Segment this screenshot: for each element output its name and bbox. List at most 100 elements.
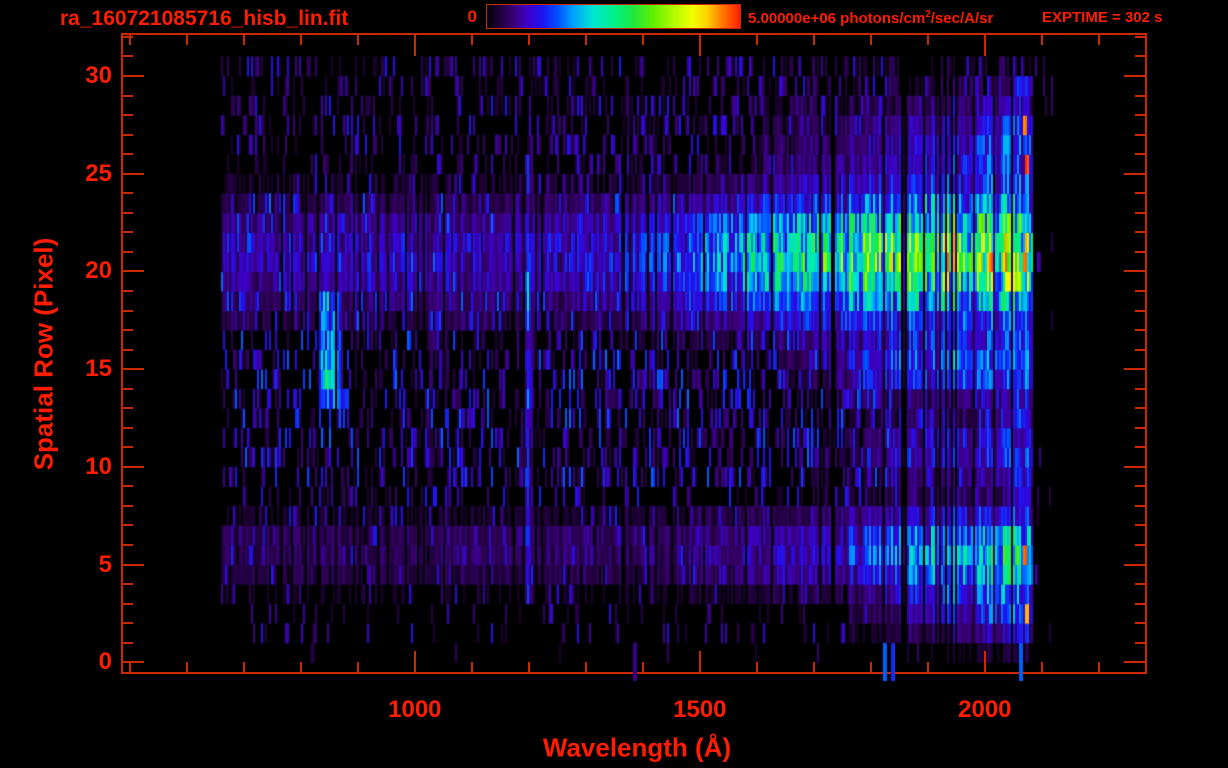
axis-tick — [357, 662, 359, 672]
axis-tick — [123, 153, 133, 155]
axis-tick — [123, 114, 133, 116]
axis-tick — [129, 35, 131, 45]
y-tick-label: 15 — [85, 355, 112, 383]
axis-tick — [1135, 153, 1145, 155]
axis-tick — [123, 290, 133, 292]
axis-tick — [870, 662, 872, 672]
axis-tick — [585, 35, 587, 45]
axis-tick — [1135, 505, 1145, 507]
axis-tick — [585, 662, 587, 672]
axis-tick — [186, 35, 188, 45]
colorbar-max-units: /sec/A/sr — [930, 10, 994, 27]
axis-tick — [813, 662, 815, 672]
x-axis-title: Wavelength (Å) — [542, 732, 732, 763]
axis-tick — [1135, 329, 1145, 331]
axis-tick — [813, 35, 815, 45]
axis-tick — [123, 485, 133, 487]
axis-tick — [300, 662, 302, 672]
axis-tick — [1135, 55, 1145, 57]
axis-tick — [1135, 524, 1145, 526]
exptime-label: EXPTIME = 302 s — [1042, 9, 1163, 26]
x-tick-label: 2000 — [958, 696, 1012, 723]
axis-tick — [1124, 564, 1145, 566]
axis-tick — [1124, 466, 1145, 468]
axis-tick — [1135, 212, 1145, 214]
axis-tick — [123, 95, 133, 97]
axis-tick — [123, 524, 133, 526]
axis-tick — [123, 564, 144, 566]
axis-tick — [1098, 662, 1100, 672]
axis-tick — [1041, 662, 1043, 672]
axis-tick — [471, 662, 473, 672]
axis-tick — [243, 662, 245, 672]
axis-tick — [927, 662, 929, 672]
axis-tick — [123, 603, 133, 605]
x-tick-label: 1000 — [388, 696, 442, 723]
axis-tick — [123, 55, 133, 57]
axis-tick — [123, 661, 144, 663]
axis-tick — [1124, 270, 1145, 272]
axis-tick — [123, 212, 133, 214]
colorbar-max-value: 5.00000e+06 photons/cm — [748, 10, 926, 27]
axis-tick — [123, 251, 133, 253]
axis-tick — [1135, 95, 1145, 97]
axis-tick — [1135, 231, 1145, 233]
axis-tick — [123, 36, 133, 38]
axis-tick — [1135, 310, 1145, 312]
colorbar-max-label: 5.00000e+06 photons/cm2/sec/A/sr — [748, 9, 993, 27]
axis-tick — [123, 544, 133, 546]
x-tick-label: 1500 — [673, 696, 727, 723]
axis-tick — [123, 622, 133, 624]
axis-tick — [123, 427, 133, 429]
axis-tick — [414, 35, 416, 56]
axis-tick — [756, 662, 758, 672]
axis-tick — [1135, 36, 1145, 38]
axis-tick — [414, 651, 416, 672]
axis-tick — [300, 35, 302, 45]
axis-tick — [243, 35, 245, 45]
spectrogram-canvas — [123, 35, 1145, 685]
axis-tick — [1135, 134, 1145, 136]
axis-tick — [1041, 35, 1043, 45]
axis-tick — [984, 651, 986, 672]
page-title: ra_160721085716_hisb_lin.fit — [60, 7, 349, 30]
axis-tick — [1135, 290, 1145, 292]
axis-tick — [186, 662, 188, 672]
y-axis-title: Spatial Row (Pixel) — [28, 237, 59, 471]
axis-tick — [471, 35, 473, 45]
colorbar — [486, 4, 741, 29]
axis-tick — [1135, 642, 1145, 644]
axis-tick — [1135, 114, 1145, 116]
axis-tick — [1135, 485, 1145, 487]
axis-tick — [1098, 35, 1100, 45]
axis-tick — [1135, 622, 1145, 624]
axis-tick — [123, 349, 133, 351]
axis-tick — [756, 35, 758, 45]
axis-tick — [123, 310, 133, 312]
axis-tick — [1124, 173, 1145, 175]
axis-tick — [1135, 603, 1145, 605]
axis-tick — [1135, 192, 1145, 194]
axis-tick — [528, 662, 530, 672]
axis-tick — [1124, 661, 1145, 663]
axis-tick — [123, 368, 144, 370]
axis-tick — [1135, 251, 1145, 253]
axis-tick — [1135, 427, 1145, 429]
axis-tick — [123, 446, 133, 448]
axis-tick — [1135, 349, 1145, 351]
axis-tick — [528, 35, 530, 45]
axis-tick — [357, 35, 359, 45]
axis-tick — [870, 35, 872, 45]
axis-tick — [1135, 388, 1145, 390]
axis-tick — [123, 388, 133, 390]
axis-tick — [123, 466, 144, 468]
axis-tick — [1124, 75, 1145, 77]
y-tick-label: 20 — [85, 257, 112, 285]
axis-tick — [1135, 446, 1145, 448]
axis-tick — [123, 642, 133, 644]
y-tick-label: 5 — [98, 550, 112, 578]
axis-tick — [123, 270, 144, 272]
axis-tick — [927, 35, 929, 45]
axis-tick — [699, 651, 701, 672]
